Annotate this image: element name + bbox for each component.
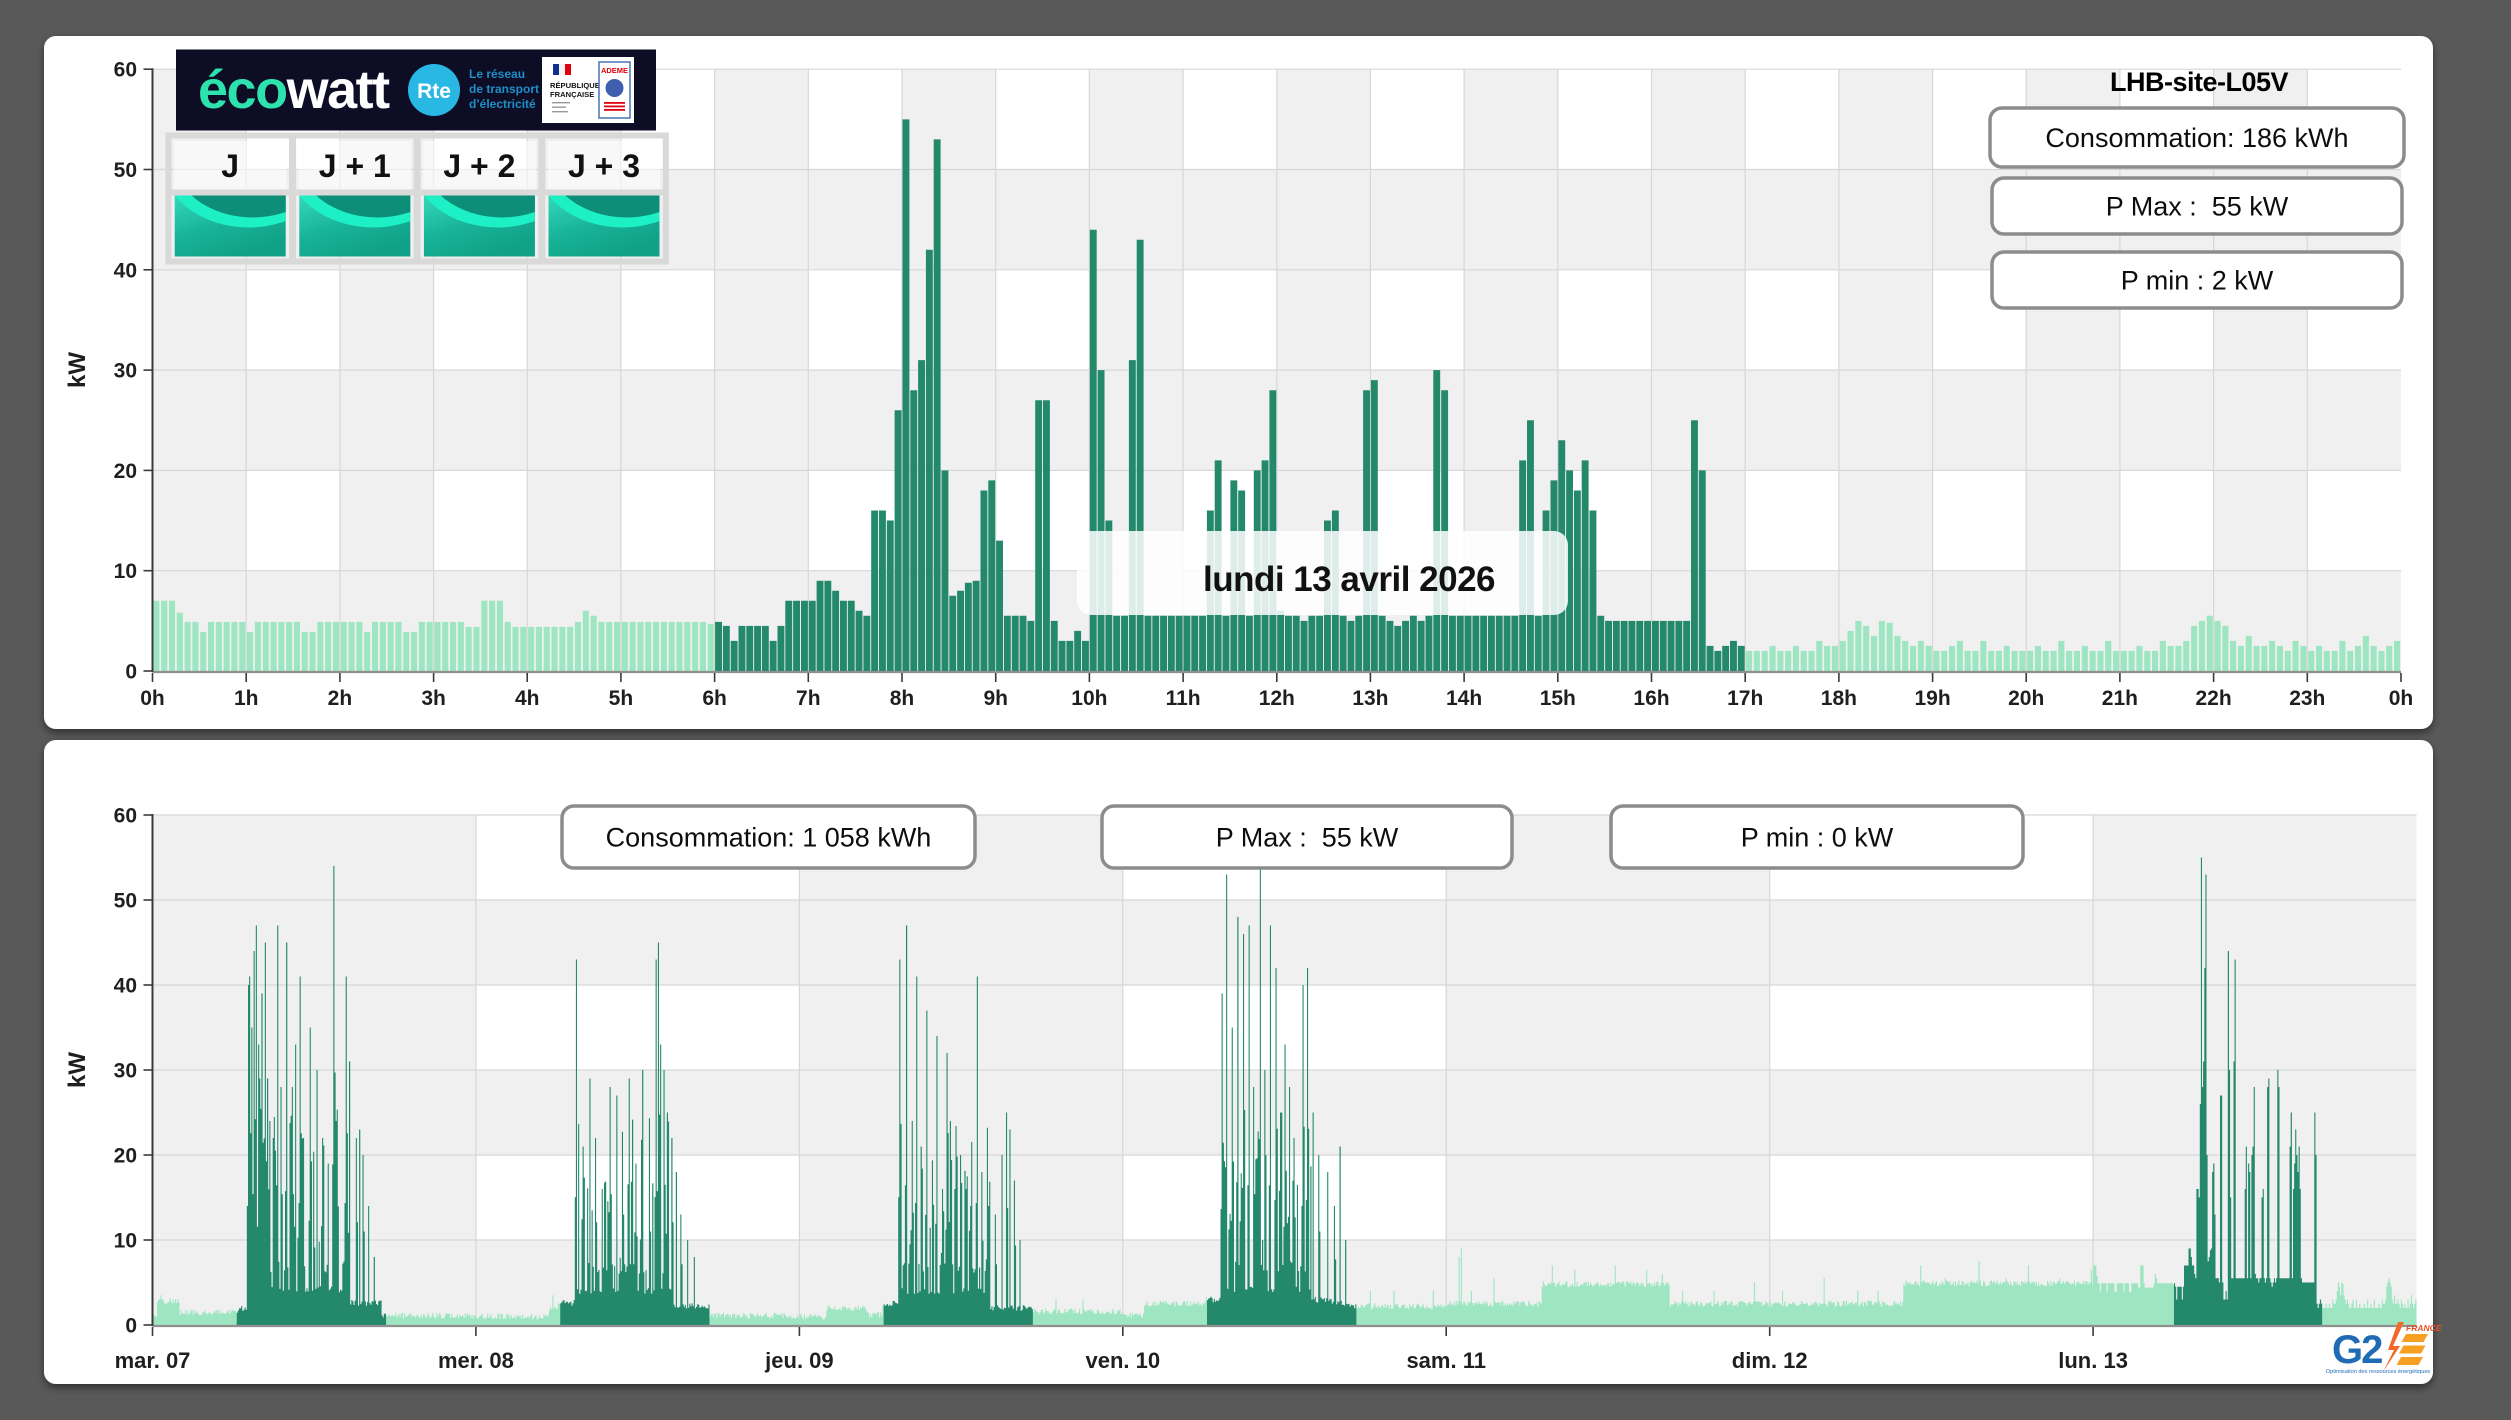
svg-text:20h: 20h bbox=[2008, 687, 2044, 710]
svg-text:40: 40 bbox=[114, 259, 137, 282]
svg-text:16h: 16h bbox=[1633, 687, 1669, 710]
svg-text:18h: 18h bbox=[1821, 687, 1857, 710]
svg-text:lundi 13 avril 2026: lundi 13 avril 2026 bbox=[1203, 560, 1495, 599]
svg-text:Consommation: 1 058 kWh: Consommation: 1 058 kWh bbox=[606, 823, 932, 853]
svg-text:P Max : 55 kW: P Max : 55 kW bbox=[1216, 823, 1399, 853]
svg-text:FRANÇAISE: FRANÇAISE bbox=[550, 90, 594, 99]
svg-text:11h: 11h bbox=[1166, 687, 1201, 710]
svg-text:21h: 21h bbox=[2102, 687, 2138, 710]
svg-text:0: 0 bbox=[125, 661, 137, 684]
svg-text:20: 20 bbox=[114, 1145, 137, 1168]
svg-text:50: 50 bbox=[114, 890, 137, 913]
svg-text:17h: 17h bbox=[1727, 687, 1763, 710]
svg-text:lun. 13: lun. 13 bbox=[2058, 1348, 2128, 1373]
svg-text:10: 10 bbox=[114, 1230, 137, 1253]
svg-text:23h: 23h bbox=[2289, 687, 2325, 710]
svg-text:2h: 2h bbox=[328, 687, 353, 710]
svg-text:22h: 22h bbox=[2196, 687, 2232, 710]
svg-text:P min : 0 kW: P min : 0 kW bbox=[1741, 823, 1894, 853]
svg-text:kW: kW bbox=[64, 1052, 91, 1088]
svg-text:8h: 8h bbox=[890, 687, 915, 710]
svg-text:écowatt: écowatt bbox=[198, 60, 390, 120]
svg-text:30: 30 bbox=[114, 360, 137, 383]
svg-text:mar. 07: mar. 07 bbox=[115, 1348, 191, 1373]
svg-text:RÉPUBLIQUE: RÉPUBLIQUE bbox=[550, 81, 600, 90]
svg-text:G2: G2 bbox=[2332, 1328, 2382, 1372]
svg-text:30: 30 bbox=[114, 1060, 137, 1083]
svg-text:Optimisation des ressources én: Optimisation des ressources énergétiques bbox=[2326, 1369, 2431, 1375]
svg-text:J: J bbox=[221, 148, 239, 184]
svg-text:kW: kW bbox=[64, 352, 91, 388]
svg-text:13h: 13h bbox=[1352, 687, 1388, 710]
svg-text:10: 10 bbox=[114, 560, 137, 583]
svg-text:12h: 12h bbox=[1259, 687, 1295, 710]
svg-text:J + 3: J + 3 bbox=[568, 148, 640, 184]
svg-text:LHB-site-L05V: LHB-site-L05V bbox=[2110, 67, 2289, 97]
svg-text:jeu. 09: jeu. 09 bbox=[764, 1348, 833, 1373]
svg-text:Rte: Rte bbox=[417, 80, 451, 103]
svg-text:40: 40 bbox=[114, 975, 137, 998]
svg-text:J + 2: J + 2 bbox=[443, 148, 515, 184]
svg-text:ven. 10: ven. 10 bbox=[1085, 1348, 1160, 1373]
svg-text:P min : 2 kW: P min : 2 kW bbox=[2121, 265, 2274, 295]
svg-text:5h: 5h bbox=[609, 687, 634, 710]
svg-text:7h: 7h bbox=[796, 687, 821, 710]
svg-text:6h: 6h bbox=[702, 687, 727, 710]
svg-text:1h: 1h bbox=[234, 687, 259, 710]
svg-text:0h: 0h bbox=[2389, 687, 2414, 710]
svg-text:0: 0 bbox=[125, 1315, 137, 1338]
svg-text:FRANCE: FRANCE bbox=[2406, 1323, 2442, 1333]
svg-text:50: 50 bbox=[114, 159, 137, 182]
svg-text:P Max : 55 kW: P Max : 55 kW bbox=[2106, 191, 2289, 221]
svg-text:dim. 12: dim. 12 bbox=[1732, 1348, 1808, 1373]
svg-text:sam. 11: sam. 11 bbox=[1406, 1348, 1486, 1373]
svg-text:J + 1: J + 1 bbox=[319, 148, 391, 184]
svg-text:0h: 0h bbox=[140, 687, 165, 710]
svg-text:3h: 3h bbox=[421, 687, 446, 710]
svg-text:mer. 08: mer. 08 bbox=[438, 1348, 514, 1373]
svg-text:60: 60 bbox=[114, 805, 137, 828]
svg-text:4h: 4h bbox=[515, 687, 540, 710]
svg-text:60: 60 bbox=[114, 59, 137, 82]
svg-text:10h: 10h bbox=[1071, 687, 1107, 710]
svg-text:15h: 15h bbox=[1540, 687, 1576, 710]
svg-text:19h: 19h bbox=[1915, 687, 1951, 710]
svg-text:ADEME: ADEME bbox=[601, 66, 628, 75]
svg-text:9h: 9h bbox=[983, 687, 1008, 710]
svg-text:14h: 14h bbox=[1446, 687, 1482, 710]
svg-text:Le réseau: Le réseau bbox=[469, 67, 525, 81]
svg-text:de transport: de transport bbox=[469, 82, 539, 96]
svg-text:d’électricité: d’électricité bbox=[469, 97, 536, 111]
svg-text:20: 20 bbox=[114, 460, 137, 483]
svg-text:Consommation: 186 kWh: Consommation: 186 kWh bbox=[2045, 123, 2348, 153]
